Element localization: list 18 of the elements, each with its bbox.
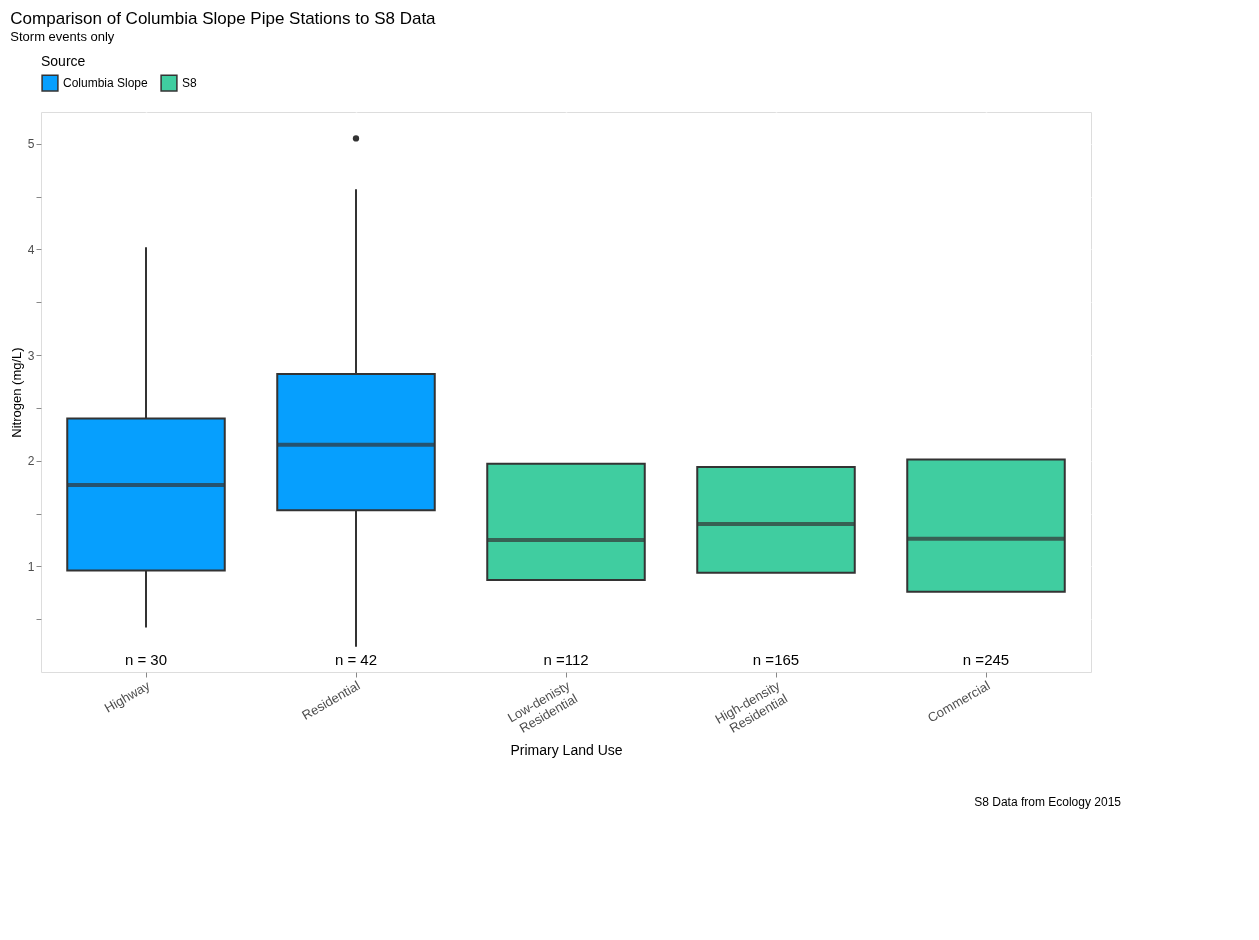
x-axis-title: Primary Land Use xyxy=(510,741,623,758)
chart-title: Comparison of Columbia Slope Pipe Stations to S8 Data xyxy=(10,9,437,28)
annotation: n = 30 xyxy=(124,651,168,668)
legend-title: Source xyxy=(41,53,86,69)
legend-label: Columbia Slope xyxy=(63,76,149,91)
chart-subtitle: Storm events only xyxy=(10,29,115,44)
y-tick-label: 3 xyxy=(27,348,35,363)
y-tick-label: 1 xyxy=(27,559,35,574)
y-tick-label: 4 xyxy=(27,242,35,257)
annotation: n =245 xyxy=(962,651,1010,668)
y-axis-title: Nitrogen (mg/L) xyxy=(8,347,24,438)
y-tick-label: 2 xyxy=(27,454,35,469)
annotation: n =112 xyxy=(543,651,589,668)
y-tick-label: 5 xyxy=(27,137,35,152)
legend-label: S8 xyxy=(182,76,197,91)
annotation: n = 42 xyxy=(334,651,378,668)
text: S8 Data from Ecology 2015 xyxy=(974,795,1122,809)
annotation: n =165 xyxy=(752,651,800,668)
